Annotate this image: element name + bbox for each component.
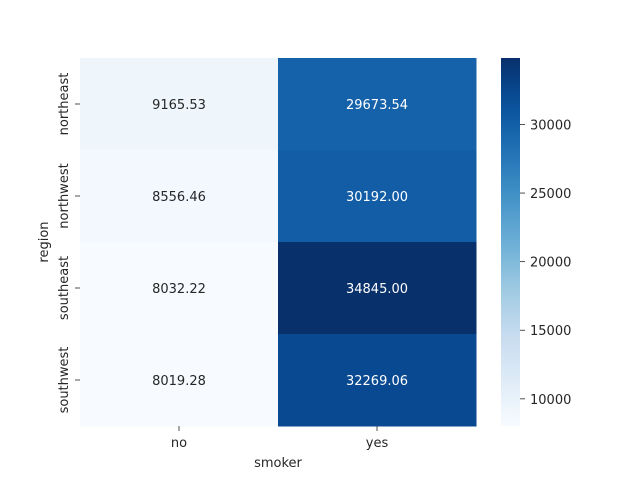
heatmap-cell-value: 30192.00 bbox=[346, 190, 408, 205]
heatmap-cell bbox=[278, 242, 477, 335]
heatmap-cell bbox=[80, 334, 279, 427]
colorbar-tick-label: 20000 bbox=[530, 256, 571, 271]
heatmap-cell-value: 32269.06 bbox=[346, 374, 408, 389]
x-axis-ticks: no yes bbox=[171, 426, 389, 451]
x-tick-label: no bbox=[171, 436, 187, 451]
heatmap-cell bbox=[278, 334, 477, 427]
y-tick-label: northeast bbox=[57, 73, 72, 136]
colorbar-ticks: 10000 15000 20000 25000 30000 bbox=[520, 118, 571, 408]
heatmap-cell bbox=[278, 150, 477, 243]
y-tick-label: southeast bbox=[57, 256, 72, 320]
y-axis-ticks: northeast northwest southeast southwest bbox=[57, 73, 80, 414]
heatmap-cell-value: 8556.46 bbox=[152, 190, 206, 205]
x-tick-label: yes bbox=[366, 436, 389, 451]
y-tick-label: northwest bbox=[57, 163, 72, 228]
heatmap-cell-value: 9165.53 bbox=[152, 98, 206, 113]
heatmap-cell-value: 29673.54 bbox=[346, 98, 408, 113]
y-axis-label: region bbox=[37, 221, 52, 262]
heatmap-cell-labels: 9165.53 29673.54 8556.46 30192.00 8032.22 348… bbox=[152, 98, 408, 389]
heatmap-cell-value: 8019.28 bbox=[152, 374, 206, 389]
heatmap-cell-value: 8032.22 bbox=[152, 282, 206, 297]
colorbar-tick-label: 10000 bbox=[530, 393, 571, 408]
heatmap-cell-value: 34845.00 bbox=[346, 282, 408, 297]
colorbar-tick-label: 25000 bbox=[530, 187, 571, 202]
heatmap-cell bbox=[80, 58, 279, 151]
heatmap-cell bbox=[80, 150, 279, 243]
colorbar bbox=[501, 58, 520, 426]
colorbar-tick-label: 30000 bbox=[530, 118, 571, 133]
y-tick-label: southwest bbox=[57, 347, 72, 414]
colorbar-tick-label: 15000 bbox=[530, 324, 571, 339]
heatmap-cell bbox=[278, 58, 477, 151]
heatmap-cell bbox=[80, 242, 279, 335]
heatmap-cells bbox=[80, 58, 477, 427]
x-axis-label: smoker bbox=[254, 456, 302, 471]
